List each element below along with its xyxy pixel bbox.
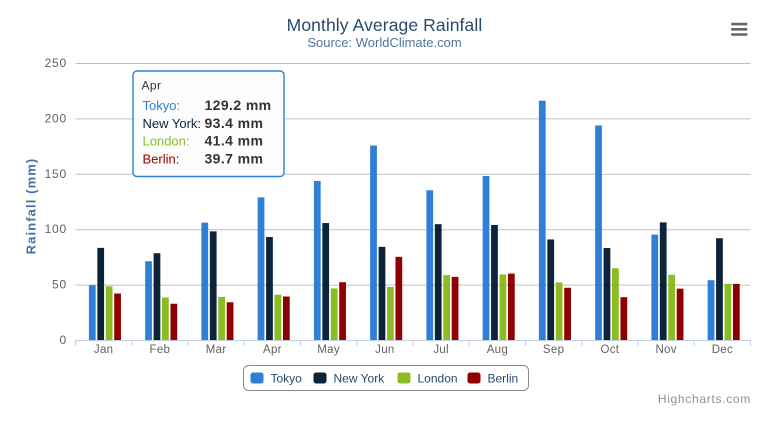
svg-text:Aug: Aug (487, 344, 508, 356)
svg-text:93.4 mm: 93.4 mm (205, 115, 264, 131)
svg-text:50: 50 (52, 278, 67, 292)
svg-text:Nov: Nov (655, 344, 676, 356)
svg-text:May: May (317, 344, 340, 356)
svg-text:New York:: New York: (143, 116, 202, 131)
svg-text:Mar: Mar (206, 344, 227, 356)
svg-text:Apr: Apr (263, 344, 282, 356)
svg-text:New York: New York (334, 372, 386, 386)
svg-text:London: London (418, 372, 458, 386)
svg-text:129.2 mm: 129.2 mm (205, 97, 272, 113)
svg-text:Dec: Dec (712, 344, 733, 356)
svg-text:41.4 mm: 41.4 mm (205, 133, 264, 149)
svg-text:Oct: Oct (600, 344, 619, 356)
svg-text:Tokyo:: Tokyo: (143, 98, 181, 113)
svg-text:250: 250 (45, 56, 67, 70)
svg-text:150: 150 (45, 167, 67, 181)
svg-text:Feb: Feb (150, 344, 171, 356)
svg-text:Jun: Jun (375, 344, 394, 356)
svg-text:Rainfall (mm): Rainfall (mm) (24, 158, 39, 255)
svg-text:Monthly Average Rainfall: Monthly Average Rainfall (287, 15, 483, 35)
svg-text:London:: London: (143, 134, 190, 149)
svg-text:Apr: Apr (142, 79, 162, 93)
svg-text:Highcharts.com: Highcharts.com (658, 392, 751, 406)
svg-text:Berlin:: Berlin: (143, 151, 180, 166)
svg-text:200: 200 (45, 111, 67, 125)
svg-text:Jan: Jan (94, 344, 113, 356)
svg-text:0: 0 (60, 333, 67, 347)
svg-text:Berlin: Berlin (488, 372, 519, 386)
svg-text:Tokyo: Tokyo (271, 372, 303, 386)
svg-text:Source: WorldClimate.com: Source: WorldClimate.com (307, 35, 461, 50)
svg-text:100: 100 (45, 222, 67, 236)
svg-text:Jul: Jul (433, 344, 449, 356)
svg-text:Sep: Sep (543, 344, 564, 356)
svg-text:39.7 mm: 39.7 mm (205, 150, 264, 166)
